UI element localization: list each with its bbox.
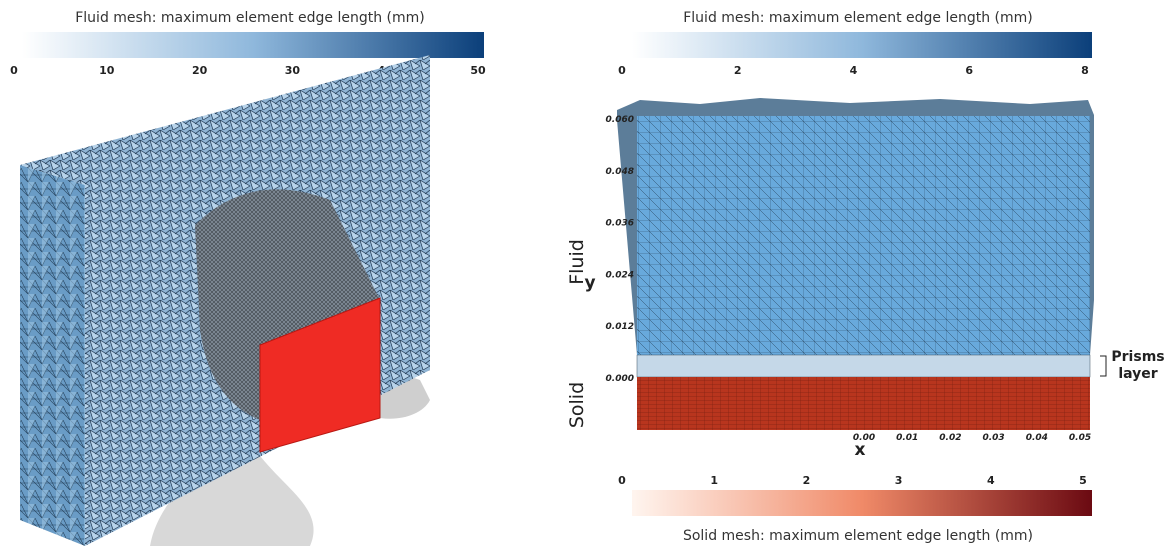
colorbar-title: Fluid mesh: maximum element edge length … [683, 10, 1033, 26]
colorbar-title: Fluid mesh: maximum element edge length … [75, 10, 425, 26]
tick-label: 20 [192, 64, 208, 77]
prisms-label: layer [1118, 366, 1157, 382]
tick-label: 0 [618, 474, 626, 487]
y-tick-label: 0.060 [606, 115, 634, 125]
y-ticks: 0.060 0.048 0.036 0.024 0.012 0.000 [606, 115, 634, 384]
prisms-layer [636, 354, 1091, 378]
tick-label: 6 [965, 64, 973, 77]
y-tick-label: 0.000 [606, 374, 634, 384]
tick-label: 1 [710, 474, 718, 487]
tick-label: 4 [987, 474, 995, 487]
tick-label: 3 [895, 474, 903, 487]
x-ticks: 0.00 0.01 0.02 0.03 0.04 0.05 [853, 433, 1091, 443]
tick-label: 4 [850, 64, 858, 77]
tick-label: 2 [734, 64, 742, 77]
tick-label: 30 [285, 64, 301, 77]
tick-label: 0.03 [982, 433, 1004, 443]
solid-plate [259, 297, 381, 453]
tick-label: 0.02 [939, 433, 961, 443]
tick-label: 0.01 [896, 433, 918, 443]
colorbar-ticks: 0 1 2 3 4 5 [618, 474, 1087, 487]
fluid-label: Fluid [566, 239, 588, 285]
y-tick-label: 0.024 [606, 270, 634, 280]
tick-label: 10 [99, 64, 115, 77]
y-tick-label: 0.036 [606, 219, 634, 229]
tick-label: 0.00 [853, 433, 875, 443]
mesh-section [617, 98, 1107, 430]
tick-label: 0 [10, 64, 18, 77]
tick-label: 8 [1081, 64, 1089, 77]
tick-label: 0.04 [1026, 433, 1048, 443]
solid-base [150, 420, 314, 546]
tick-label: 5 [1079, 474, 1087, 487]
colorbar [632, 32, 1092, 58]
colorbar-title: Solid mesh: maximum element edge length … [683, 528, 1033, 544]
y-tick-label: 0.012 [606, 322, 634, 332]
tick-label: 50 [470, 64, 486, 77]
solid-label: Solid [566, 382, 588, 428]
tick-label: 2 [803, 474, 811, 487]
x-label: x [855, 440, 866, 460]
colorbar [632, 490, 1092, 516]
colorbar-ticks: 0 2 4 6 8 [618, 64, 1089, 77]
refined-region [195, 189, 380, 420]
fluid-mesh-3d [20, 55, 430, 546]
y-label: y [584, 273, 595, 293]
wall-side [20, 165, 85, 546]
y-tick-label: 0.048 [606, 167, 634, 177]
bracket [1100, 355, 1107, 377]
prisms-label: Prisms [1111, 349, 1164, 365]
tick-label: 0.05 [1069, 433, 1091, 443]
tick-label: 0 [618, 64, 626, 77]
fluid-mesh [637, 116, 1090, 355]
solid-mesh [637, 377, 1090, 430]
colorbar [22, 32, 484, 58]
